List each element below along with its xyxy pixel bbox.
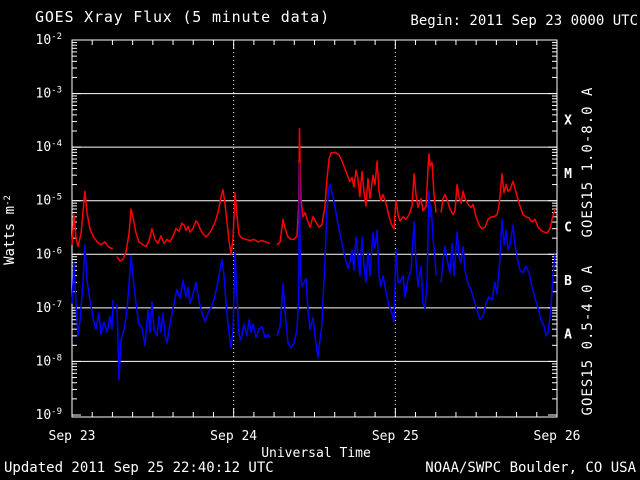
x-tick-label: Sep 23 (49, 429, 96, 444)
updated-timestamp: Updated 2011 Sep 25 22:40:12 UTC (4, 460, 274, 476)
y-tick-label: 10-8 (36, 353, 63, 369)
flare-class-label: B (564, 274, 572, 289)
y-tick-label: 10-6 (36, 246, 63, 262)
y-tick-label: 10-5 (36, 193, 63, 209)
flare-class-label: C (564, 221, 572, 236)
page-title: GOES Xray Flux (5 minute data) (35, 8, 330, 26)
flare-class-label: X (564, 113, 572, 128)
y-tick-label: 10-3 (36, 86, 63, 102)
series-label-long: GOES15 1.0-8.0 A (580, 87, 596, 238)
long-band-curve (71, 128, 556, 262)
x-tick-label: Sep 26 (534, 429, 581, 444)
chart-canvas: 10-2 10-3 10-4 10-5 10-6 10-7 10-8 10-9 Sep 23 Se… (2, 32, 596, 444)
y-tick-label: 10-7 (36, 300, 63, 316)
y-tick-label: 10-2 (36, 32, 63, 48)
x-tick-label: Sep 24 (210, 429, 257, 444)
x-axis-title: Universal Time (261, 446, 371, 461)
short-band-curve (71, 162, 556, 381)
y-tick-label: 10-4 (36, 139, 63, 155)
series-label-short: GOES15 0.5-4.0 A (580, 265, 596, 416)
flare-class-label: M (564, 167, 572, 182)
y-tick-label: 10-9 (36, 407, 63, 423)
plot-frame (71, 39, 558, 418)
x-tick-label: Sep 25 (372, 429, 419, 444)
credit-label: NOAA/SWPC Boulder, CO USA (425, 460, 636, 476)
y-axis-title: Watts m-2 (2, 195, 18, 265)
begin-time-label: Begin: 2011 Sep 23 0000 UTC (410, 13, 638, 29)
flare-class-label: A (564, 328, 572, 343)
